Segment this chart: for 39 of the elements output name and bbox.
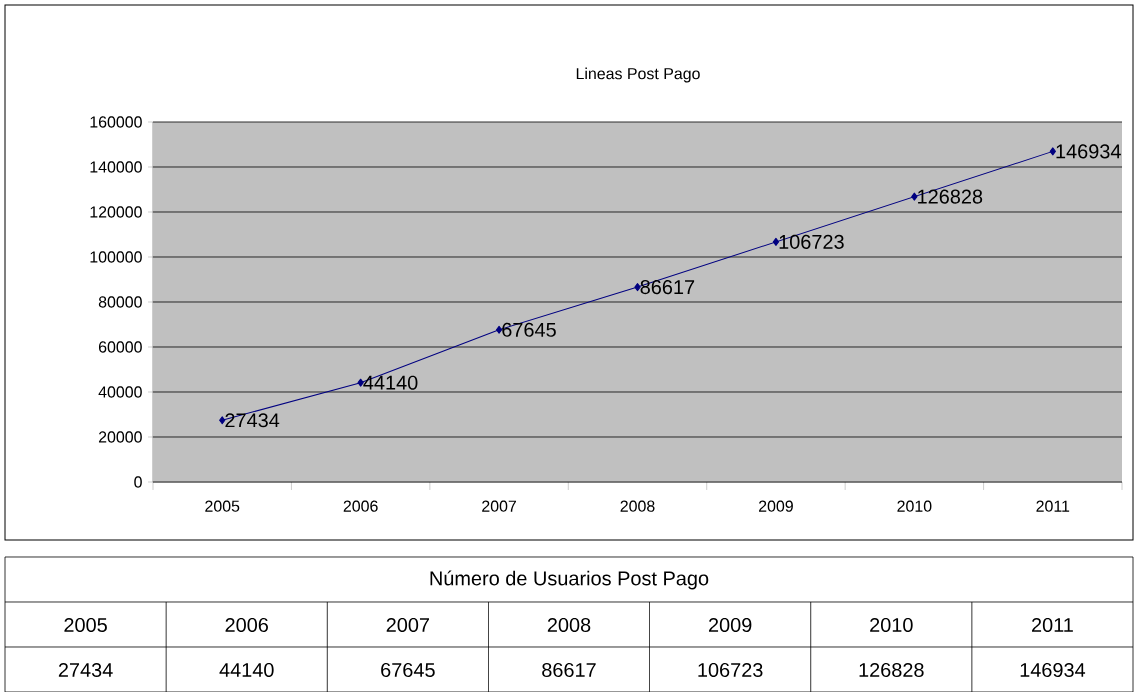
category-label: 2010 [870, 617, 913, 632]
x-tick-label: 2005 [205, 500, 240, 512]
x-tick-label: 2007 [482, 500, 516, 512]
x-tick-label: 2011 [1036, 500, 1070, 512]
chart-title: Lineas Post Pago [576, 67, 700, 83]
y-tick-label: 60000 [98, 341, 142, 353]
y-tick-label: 160000 [90, 116, 142, 128]
x-tick-label: 2006 [343, 500, 378, 512]
x-tick-label: 2009 [759, 500, 793, 512]
category-label: 2011 [1032, 617, 1073, 632]
category-label: 2006 [225, 617, 268, 632]
data-label: 44140 [363, 375, 418, 390]
category-label: 2007 [386, 617, 430, 632]
text: 86617 [542, 662, 596, 677]
category-label: 2005 [64, 617, 107, 632]
text: 67645 [381, 662, 435, 677]
y-tick-label: 100000 [90, 251, 142, 263]
data-label: 126828 [918, 189, 983, 204]
y-tick-label: 0 [134, 476, 142, 488]
text: 44140 [219, 662, 274, 677]
y-tick-label: 80000 [98, 296, 142, 308]
data-label: 146934 [1056, 144, 1121, 159]
x-tick-label: 2010 [897, 500, 932, 512]
y-tick-label: 140000 [90, 161, 142, 173]
y-tick-label: 40000 [98, 386, 142, 398]
data-label: 27434 [225, 413, 280, 428]
data-label: 106723 [779, 234, 844, 249]
category-label: 2008 [547, 617, 591, 632]
data-label: 67645 [502, 322, 556, 337]
category-label: 2009 [708, 617, 752, 632]
data-label: 86617 [640, 279, 695, 294]
text: 126828 [859, 662, 924, 677]
y-tick-label: 120000 [90, 206, 142, 218]
text: Número de Usuarios Post Pago [430, 570, 709, 590]
text: 106723 [698, 662, 763, 677]
y-tick-label: 20000 [98, 431, 142, 443]
x-tick-label: 2008 [620, 500, 655, 512]
text: 146934 [1020, 662, 1086, 677]
text: 27434 [58, 662, 113, 677]
